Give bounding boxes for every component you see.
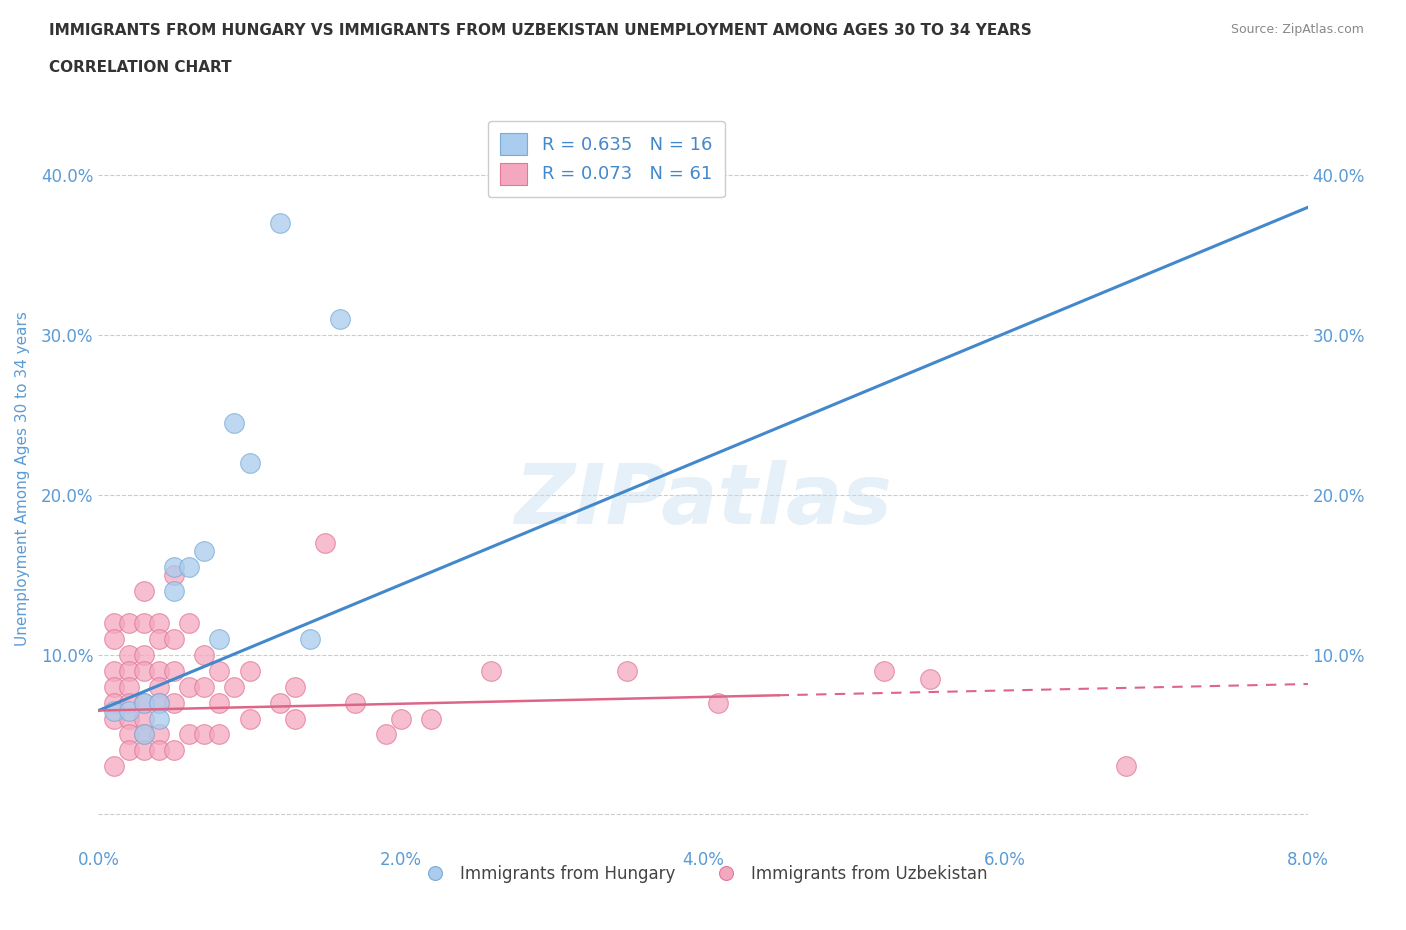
Y-axis label: Unemployment Among Ages 30 to 34 years: Unemployment Among Ages 30 to 34 years bbox=[15, 312, 30, 646]
Point bbox=[148, 695, 170, 710]
Point bbox=[239, 711, 262, 726]
Point bbox=[481, 663, 503, 678]
Legend: Immigrants from Hungary, Immigrants from Uzbekistan: Immigrants from Hungary, Immigrants from… bbox=[412, 858, 994, 889]
Point bbox=[132, 695, 155, 710]
Point bbox=[148, 743, 170, 758]
Point bbox=[148, 631, 170, 646]
Point bbox=[132, 583, 155, 598]
Point bbox=[193, 727, 215, 742]
Point bbox=[118, 647, 141, 662]
Point bbox=[163, 583, 186, 598]
Point bbox=[132, 743, 155, 758]
Point bbox=[132, 695, 155, 710]
Point bbox=[103, 679, 125, 694]
Point bbox=[239, 456, 262, 471]
Point bbox=[179, 679, 201, 694]
Point bbox=[148, 711, 170, 726]
Point bbox=[118, 616, 141, 631]
Point bbox=[118, 703, 141, 718]
Point bbox=[163, 695, 186, 710]
Text: Source: ZipAtlas.com: Source: ZipAtlas.com bbox=[1230, 23, 1364, 36]
Point bbox=[118, 711, 141, 726]
Point bbox=[314, 536, 336, 551]
Point bbox=[179, 616, 201, 631]
Point bbox=[132, 616, 155, 631]
Point bbox=[118, 695, 141, 710]
Point bbox=[224, 416, 246, 431]
Point bbox=[420, 711, 443, 726]
Point bbox=[299, 631, 322, 646]
Point bbox=[118, 727, 141, 742]
Point bbox=[193, 647, 215, 662]
Point bbox=[269, 216, 291, 231]
Point bbox=[208, 695, 231, 710]
Point bbox=[163, 567, 186, 582]
Point bbox=[329, 312, 352, 326]
Point bbox=[148, 727, 170, 742]
Point bbox=[118, 679, 141, 694]
Point bbox=[132, 727, 155, 742]
Point bbox=[224, 679, 246, 694]
Point bbox=[163, 631, 186, 646]
Point bbox=[163, 663, 186, 678]
Point bbox=[118, 743, 141, 758]
Point bbox=[208, 631, 231, 646]
Point bbox=[707, 695, 730, 710]
Point bbox=[284, 711, 307, 726]
Point bbox=[132, 647, 155, 662]
Point bbox=[344, 695, 367, 710]
Point bbox=[873, 663, 896, 678]
Point bbox=[918, 671, 941, 686]
Point bbox=[103, 695, 125, 710]
Point bbox=[179, 727, 201, 742]
Point bbox=[239, 663, 262, 678]
Text: CORRELATION CHART: CORRELATION CHART bbox=[49, 60, 232, 75]
Point bbox=[193, 679, 215, 694]
Point bbox=[269, 695, 291, 710]
Text: ZIPatlas: ZIPatlas bbox=[515, 460, 891, 541]
Point bbox=[193, 543, 215, 558]
Point bbox=[148, 695, 170, 710]
Point bbox=[103, 711, 125, 726]
Text: IMMIGRANTS FROM HUNGARY VS IMMIGRANTS FROM UZBEKISTAN UNEMPLOYMENT AMONG AGES 30: IMMIGRANTS FROM HUNGARY VS IMMIGRANTS FR… bbox=[49, 23, 1032, 38]
Point bbox=[163, 743, 186, 758]
Point bbox=[103, 759, 125, 774]
Point bbox=[1115, 759, 1137, 774]
Point bbox=[148, 616, 170, 631]
Point bbox=[103, 631, 125, 646]
Point bbox=[208, 663, 231, 678]
Point bbox=[132, 663, 155, 678]
Point bbox=[148, 679, 170, 694]
Point bbox=[208, 727, 231, 742]
Point bbox=[118, 663, 141, 678]
Point bbox=[148, 663, 170, 678]
Point bbox=[132, 727, 155, 742]
Point bbox=[284, 679, 307, 694]
Point bbox=[163, 559, 186, 574]
Point bbox=[103, 616, 125, 631]
Point bbox=[616, 663, 638, 678]
Point bbox=[103, 663, 125, 678]
Point bbox=[103, 703, 125, 718]
Point bbox=[374, 727, 396, 742]
Point bbox=[179, 559, 201, 574]
Point bbox=[132, 711, 155, 726]
Point bbox=[389, 711, 412, 726]
